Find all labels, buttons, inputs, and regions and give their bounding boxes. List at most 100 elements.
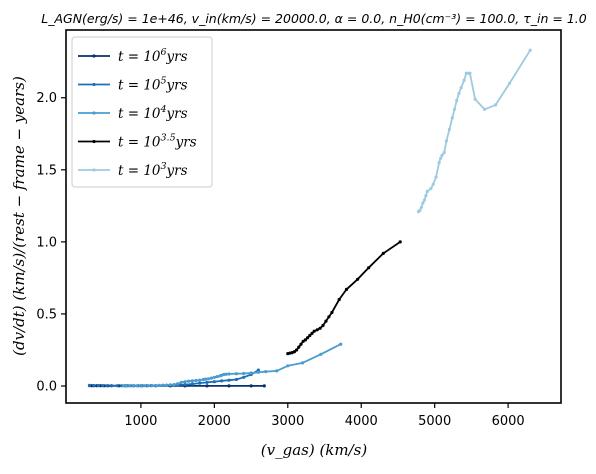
data-point	[227, 372, 231, 376]
data-point	[292, 350, 296, 354]
x-tick-label: 6000	[492, 414, 525, 429]
legend-frame	[71, 36, 213, 188]
plot-markers	[87, 48, 532, 388]
chart-title: L_AGN(erg/s) = 1e+46, v_in(km/s) = 20000…	[41, 11, 587, 26]
data-point	[183, 380, 187, 384]
data-point	[172, 383, 176, 387]
plot-frame	[65, 29, 562, 404]
data-point	[319, 352, 323, 356]
data-point	[161, 383, 165, 387]
data-point	[121, 384, 125, 388]
y-tick-label: 1.5	[36, 163, 57, 178]
data-point	[297, 345, 301, 349]
data-point	[128, 384, 132, 388]
data-point	[205, 384, 209, 388]
legend: t = 106yrs t = 105yrs t = 104yrs t = 103.5y…	[71, 36, 213, 188]
data-point	[249, 371, 253, 375]
data-point	[242, 371, 246, 376]
data-point	[419, 205, 424, 209]
data-point	[234, 377, 238, 382]
data-point	[528, 48, 532, 52]
data-point	[356, 277, 360, 281]
data-point	[105, 384, 109, 388]
data-point	[455, 99, 459, 103]
data-point	[422, 198, 426, 202]
data-point	[275, 369, 279, 373]
data-point	[339, 342, 343, 346]
data-point	[101, 384, 105, 388]
series-line-3	[287, 241, 401, 355]
data-point	[327, 315, 331, 319]
data-point	[312, 329, 316, 333]
data-point	[190, 379, 194, 383]
legend-label: t = 104yrs	[118, 104, 188, 122]
data-point	[212, 380, 216, 384]
data-point	[299, 342, 303, 346]
data-point	[256, 368, 260, 372]
data-point	[190, 382, 194, 386]
legend-label: t = 105yrs	[118, 76, 188, 94]
data-point	[437, 161, 441, 165]
data-point	[146, 384, 150, 388]
data-point	[92, 384, 96, 388]
y-tick-label: 0.5	[36, 307, 57, 322]
data-point	[321, 323, 325, 328]
data-point	[462, 78, 466, 82]
y-tick-label: 0.0	[36, 379, 57, 394]
data-point	[306, 336, 310, 340]
data-point	[450, 116, 454, 120]
data-point	[209, 376, 213, 380]
data-point	[444, 139, 448, 143]
data-point	[96, 384, 100, 388]
data-point	[367, 266, 371, 270]
data-point	[424, 194, 428, 198]
data-point	[139, 384, 143, 388]
y-axis-title: (dv/dt) (km/s)/(rest − frame − years)	[10, 76, 28, 356]
data-point	[168, 383, 172, 387]
data-point	[398, 240, 402, 244]
series-line-4	[417, 49, 531, 213]
x-tick-label: 3000	[271, 414, 304, 429]
data-point	[324, 319, 328, 323]
data-point	[344, 287, 349, 291]
data-point	[87, 383, 92, 387]
data-point	[194, 378, 198, 383]
data-point	[132, 384, 136, 388]
data-point	[154, 384, 158, 388]
data-point	[434, 175, 438, 179]
x-axis: 1000 2000 3000 4000 5000 6000	[124, 403, 525, 429]
data-point	[337, 297, 341, 302]
data-point	[295, 348, 299, 352]
x-tick-label: 2000	[198, 414, 231, 429]
data-point	[187, 379, 191, 383]
y-tick-label: 2.0	[36, 91, 57, 106]
data-point	[473, 97, 477, 101]
x-tick-label: 5000	[418, 414, 451, 429]
data-point	[198, 378, 202, 382]
data-point	[439, 156, 443, 160]
y-axis: 0.0 0.5 1.0 1.5 2.0	[36, 91, 66, 394]
data-point	[135, 384, 139, 388]
data-point	[459, 86, 463, 90]
data-point	[425, 189, 429, 193]
data-point	[256, 370, 260, 374]
data-point	[109, 384, 114, 388]
data-point	[431, 182, 435, 186]
data-point	[165, 383, 169, 387]
x-tick-label: 4000	[345, 414, 378, 429]
legend-marker	[92, 82, 96, 87]
data-point	[249, 384, 253, 388]
y-tick-label: 1.0	[36, 235, 57, 250]
data-point	[176, 382, 180, 386]
data-point	[300, 361, 305, 365]
x-tick-label: 1000	[124, 414, 157, 429]
data-point	[220, 379, 224, 383]
data-point	[205, 380, 209, 384]
data-point	[143, 384, 147, 388]
data-point	[318, 326, 322, 330]
data-point	[227, 384, 231, 388]
legend-marker	[92, 54, 96, 58]
data-point	[468, 71, 472, 75]
data-point	[115, 384, 119, 388]
